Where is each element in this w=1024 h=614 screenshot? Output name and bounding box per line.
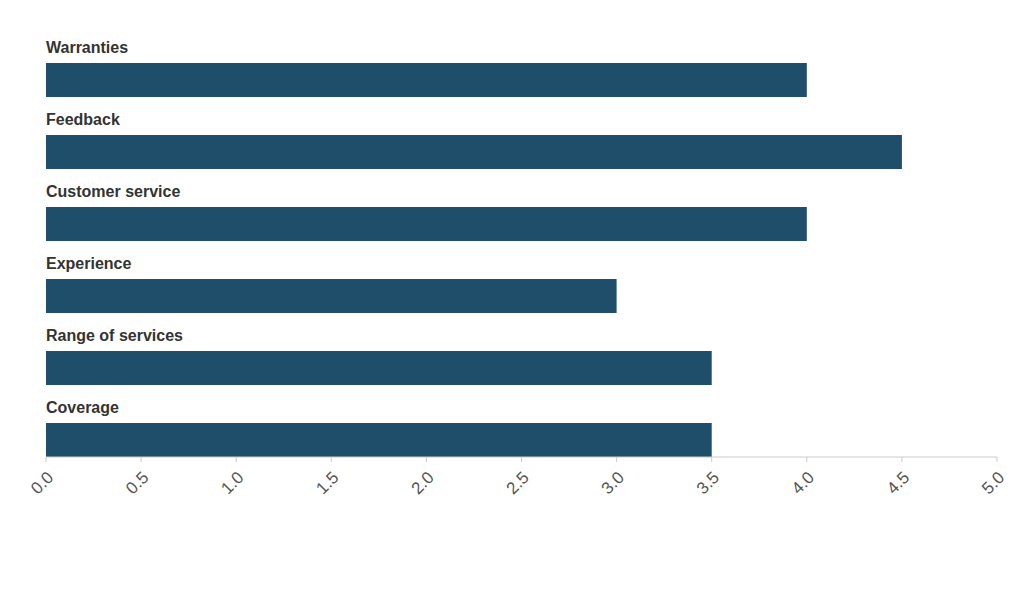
svg-text:0.0: 0.0 — [27, 468, 57, 498]
svg-text:3.5: 3.5 — [693, 468, 723, 498]
svg-text:Coverage: Coverage — [46, 399, 119, 416]
svg-text:Range of services: Range of services — [46, 327, 183, 344]
svg-text:Experience: Experience — [46, 255, 131, 272]
svg-text:0.5: 0.5 — [122, 468, 152, 498]
svg-text:4.5: 4.5 — [883, 468, 913, 498]
svg-text:Warranties: Warranties — [46, 39, 128, 56]
svg-text:5.0: 5.0 — [978, 468, 1008, 498]
svg-text:Customer service: Customer service — [46, 183, 180, 200]
svg-text:2.5: 2.5 — [503, 468, 533, 498]
svg-text:Feedback: Feedback — [46, 111, 120, 128]
svg-text:1.5: 1.5 — [312, 468, 342, 498]
svg-text:2.0: 2.0 — [408, 468, 438, 498]
svg-text:3.0: 3.0 — [598, 468, 628, 498]
svg-text:1.0: 1.0 — [217, 468, 247, 498]
svg-text:4.0: 4.0 — [788, 468, 818, 498]
